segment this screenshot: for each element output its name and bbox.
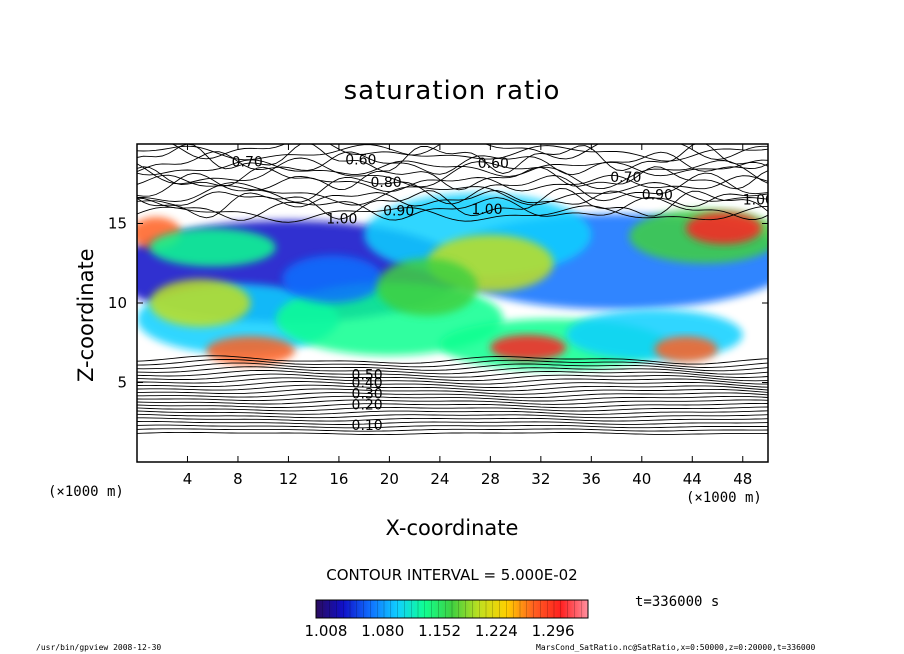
footer-right: MarsCond_SatRatio.nc@SatRatio,x=0:50000,… bbox=[536, 643, 816, 652]
contour-line bbox=[137, 431, 768, 436]
colorbar-tick-labels: 1.008 1.080 1.152 1.224 1.296 bbox=[300, 622, 579, 640]
contour-line bbox=[137, 373, 768, 382]
contour-line bbox=[137, 182, 768, 206]
contour-line bbox=[137, 166, 768, 191]
x-tick-label: 20 bbox=[380, 470, 399, 488]
x-axis-label-text: X-coordinate bbox=[385, 516, 519, 540]
x-tick-label: 40 bbox=[632, 470, 651, 488]
contour-line bbox=[137, 144, 768, 162]
x-tick-label: 32 bbox=[531, 470, 550, 488]
contour-value-label: 0.90 bbox=[383, 204, 414, 220]
field-blob bbox=[376, 258, 478, 316]
contour-line bbox=[137, 392, 768, 399]
contour-value-label: 0.60 bbox=[478, 156, 509, 172]
contour-line bbox=[171, 144, 768, 160]
y-axis-label: Z-coordinate bbox=[74, 248, 98, 382]
contour-line bbox=[137, 406, 768, 412]
contour-line bbox=[137, 358, 768, 368]
field-blob bbox=[685, 212, 762, 245]
contour-value-label: 0.60 bbox=[345, 153, 376, 169]
contour-line bbox=[137, 205, 768, 223]
field-blob bbox=[206, 336, 295, 366]
colorbar-tick: 1.008 bbox=[304, 622, 348, 640]
x-axis-label: X-coordinate bbox=[0, 516, 904, 540]
contour-interval-label: CONTOUR INTERVAL = 5.000E-02 bbox=[326, 566, 578, 584]
contour-line bbox=[137, 388, 768, 395]
field-blob bbox=[654, 336, 718, 362]
contour-line bbox=[137, 377, 768, 385]
time-annotation: t=336000 s bbox=[635, 594, 720, 610]
contour-line bbox=[137, 196, 768, 221]
saturation-field bbox=[137, 193, 768, 370]
contour-line bbox=[137, 157, 768, 190]
x-tick-label: 12 bbox=[279, 470, 298, 488]
contour-value-label: 0.40 bbox=[352, 375, 383, 391]
contour-line bbox=[137, 384, 768, 392]
colorbar-tick: 1.152 bbox=[418, 622, 462, 640]
contour-line bbox=[137, 188, 768, 220]
contour-line bbox=[137, 159, 768, 177]
contour-value-label: 0.70 bbox=[232, 154, 263, 170]
contour-lines: 0.10 0.200.300.400.50 0.60 0.60 0.70 0.70 0.80… bbox=[137, 144, 774, 436]
contour-value-label: 1.00 bbox=[743, 192, 774, 208]
x-tick-label: 8 bbox=[233, 470, 243, 488]
x-tick-label: 28 bbox=[481, 470, 500, 488]
contour-line bbox=[137, 172, 768, 205]
contour-value-label: 0.70 bbox=[610, 170, 641, 186]
field-blob bbox=[282, 255, 384, 303]
contour-value-label: 0.80 bbox=[370, 175, 401, 191]
contour-line bbox=[137, 410, 768, 415]
contour-value-label: 0.20 bbox=[352, 398, 383, 414]
field-blob bbox=[490, 334, 567, 361]
x-tick-label: 48 bbox=[733, 470, 752, 488]
contour-line bbox=[137, 402, 768, 409]
contour-value-label: 1.00 bbox=[471, 202, 502, 218]
x-tick-label: 36 bbox=[582, 470, 601, 488]
colorbar-tick: 1.296 bbox=[531, 622, 575, 640]
x-axis-unit: (×1000 m) bbox=[686, 490, 762, 506]
contour-line bbox=[137, 420, 768, 425]
contour-line bbox=[137, 413, 768, 419]
contour-line bbox=[137, 395, 768, 402]
contour-line bbox=[137, 355, 768, 365]
field-blob bbox=[149, 228, 276, 267]
contour-line bbox=[137, 144, 768, 174]
y-tick-label: 10 bbox=[108, 294, 127, 312]
chart-title: saturation ratio bbox=[343, 76, 561, 106]
contour-value-label: 0.30 bbox=[352, 386, 383, 402]
x-tick-label: 44 bbox=[683, 470, 702, 488]
colorbar bbox=[315, 599, 589, 619]
colorbar-tick: 1.224 bbox=[474, 622, 518, 640]
colorbar-tick: 1.080 bbox=[361, 622, 405, 640]
contour-line bbox=[137, 369, 768, 378]
field-blob bbox=[149, 279, 251, 327]
y-tick-label: 15 bbox=[108, 215, 127, 233]
contour-line bbox=[137, 366, 768, 375]
y-tick-label: 5 bbox=[117, 374, 127, 392]
contour-line bbox=[137, 362, 768, 372]
contour-line bbox=[137, 428, 768, 432]
footer-left: /usr/bin/gpview 2008-12-30 bbox=[36, 643, 162, 652]
contour-line bbox=[137, 190, 768, 208]
contour-line bbox=[137, 424, 768, 429]
contour-value-label: 0.10 bbox=[352, 418, 383, 434]
contour-value-label: 1.00 bbox=[326, 212, 357, 228]
x-tick-label: 4 bbox=[183, 470, 193, 488]
y-axis-unit: (×1000 m) bbox=[48, 484, 124, 500]
contour-line bbox=[137, 381, 768, 388]
contour-line bbox=[137, 417, 768, 422]
x-tick-label: 16 bbox=[329, 470, 348, 488]
contour-line bbox=[137, 399, 768, 405]
contour-value-label: 0.90 bbox=[642, 188, 673, 204]
x-tick-label: 24 bbox=[430, 470, 449, 488]
contour-value-label: 0.50 bbox=[352, 367, 383, 383]
contour-line bbox=[137, 174, 768, 193]
